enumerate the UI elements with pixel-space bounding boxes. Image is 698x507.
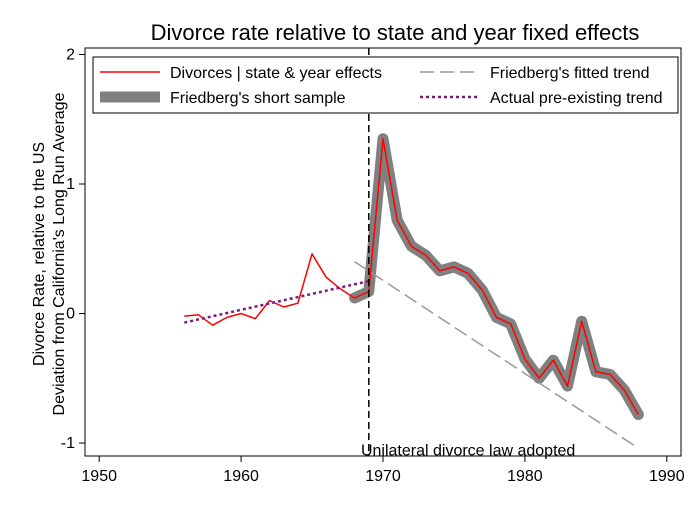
y-tick-label--1: -1 [61, 435, 75, 452]
x-tick-label-1980: 1980 [507, 468, 543, 485]
y-tick-label-1: 1 [66, 176, 75, 193]
series-line-divorces-state-year-effects [184, 137, 640, 415]
x-tick-label-1950: 1950 [81, 468, 117, 485]
x-tick-label-1960: 1960 [223, 468, 259, 485]
y-tick-label-2: 2 [66, 46, 75, 63]
annotation-text: Unilateral divorce law adopted [361, 443, 575, 460]
plot-area [84, 47, 682, 457]
y-axis-label-line1: Divorce Rate, relative to the US [31, 142, 48, 366]
legend-label-friedberg-s-fitted-trend: Friedberg's fitted trend [490, 65, 650, 82]
series-line-friedberg-s-fitted-trend [354, 261, 639, 449]
y-axis-label-line2: Deviation from California's Long Run Ave… [51, 92, 68, 415]
y-tick-label-0: 0 [66, 306, 75, 323]
x-tick-label-1990: 1990 [649, 468, 685, 485]
legend-label-friedberg-s-short-sample: Friedberg's short sample [170, 90, 346, 107]
x-tick-label-1970: 1970 [365, 468, 401, 485]
legend-box [92, 56, 679, 114]
legend: Divorces | state & year effects Friedberg… [92, 56, 679, 114]
chart-marks [184, 48, 644, 456]
legend-label-actual-pre-existing-trend: Actual pre-existing trend [490, 90, 663, 107]
legend-label-divorces-state-year-effects: Divorces | state & year effects [170, 65, 382, 82]
chart-title: Divorce rate relative to state and year … [151, 20, 640, 45]
series-line-actual-pre-existing-trend [184, 279, 370, 324]
axes: -1 0 1 2 1950 1960 1970 1980 1990 [61, 46, 685, 485]
y-axis-label: Divorce Rate, relative to the US Deviati… [31, 92, 68, 415]
